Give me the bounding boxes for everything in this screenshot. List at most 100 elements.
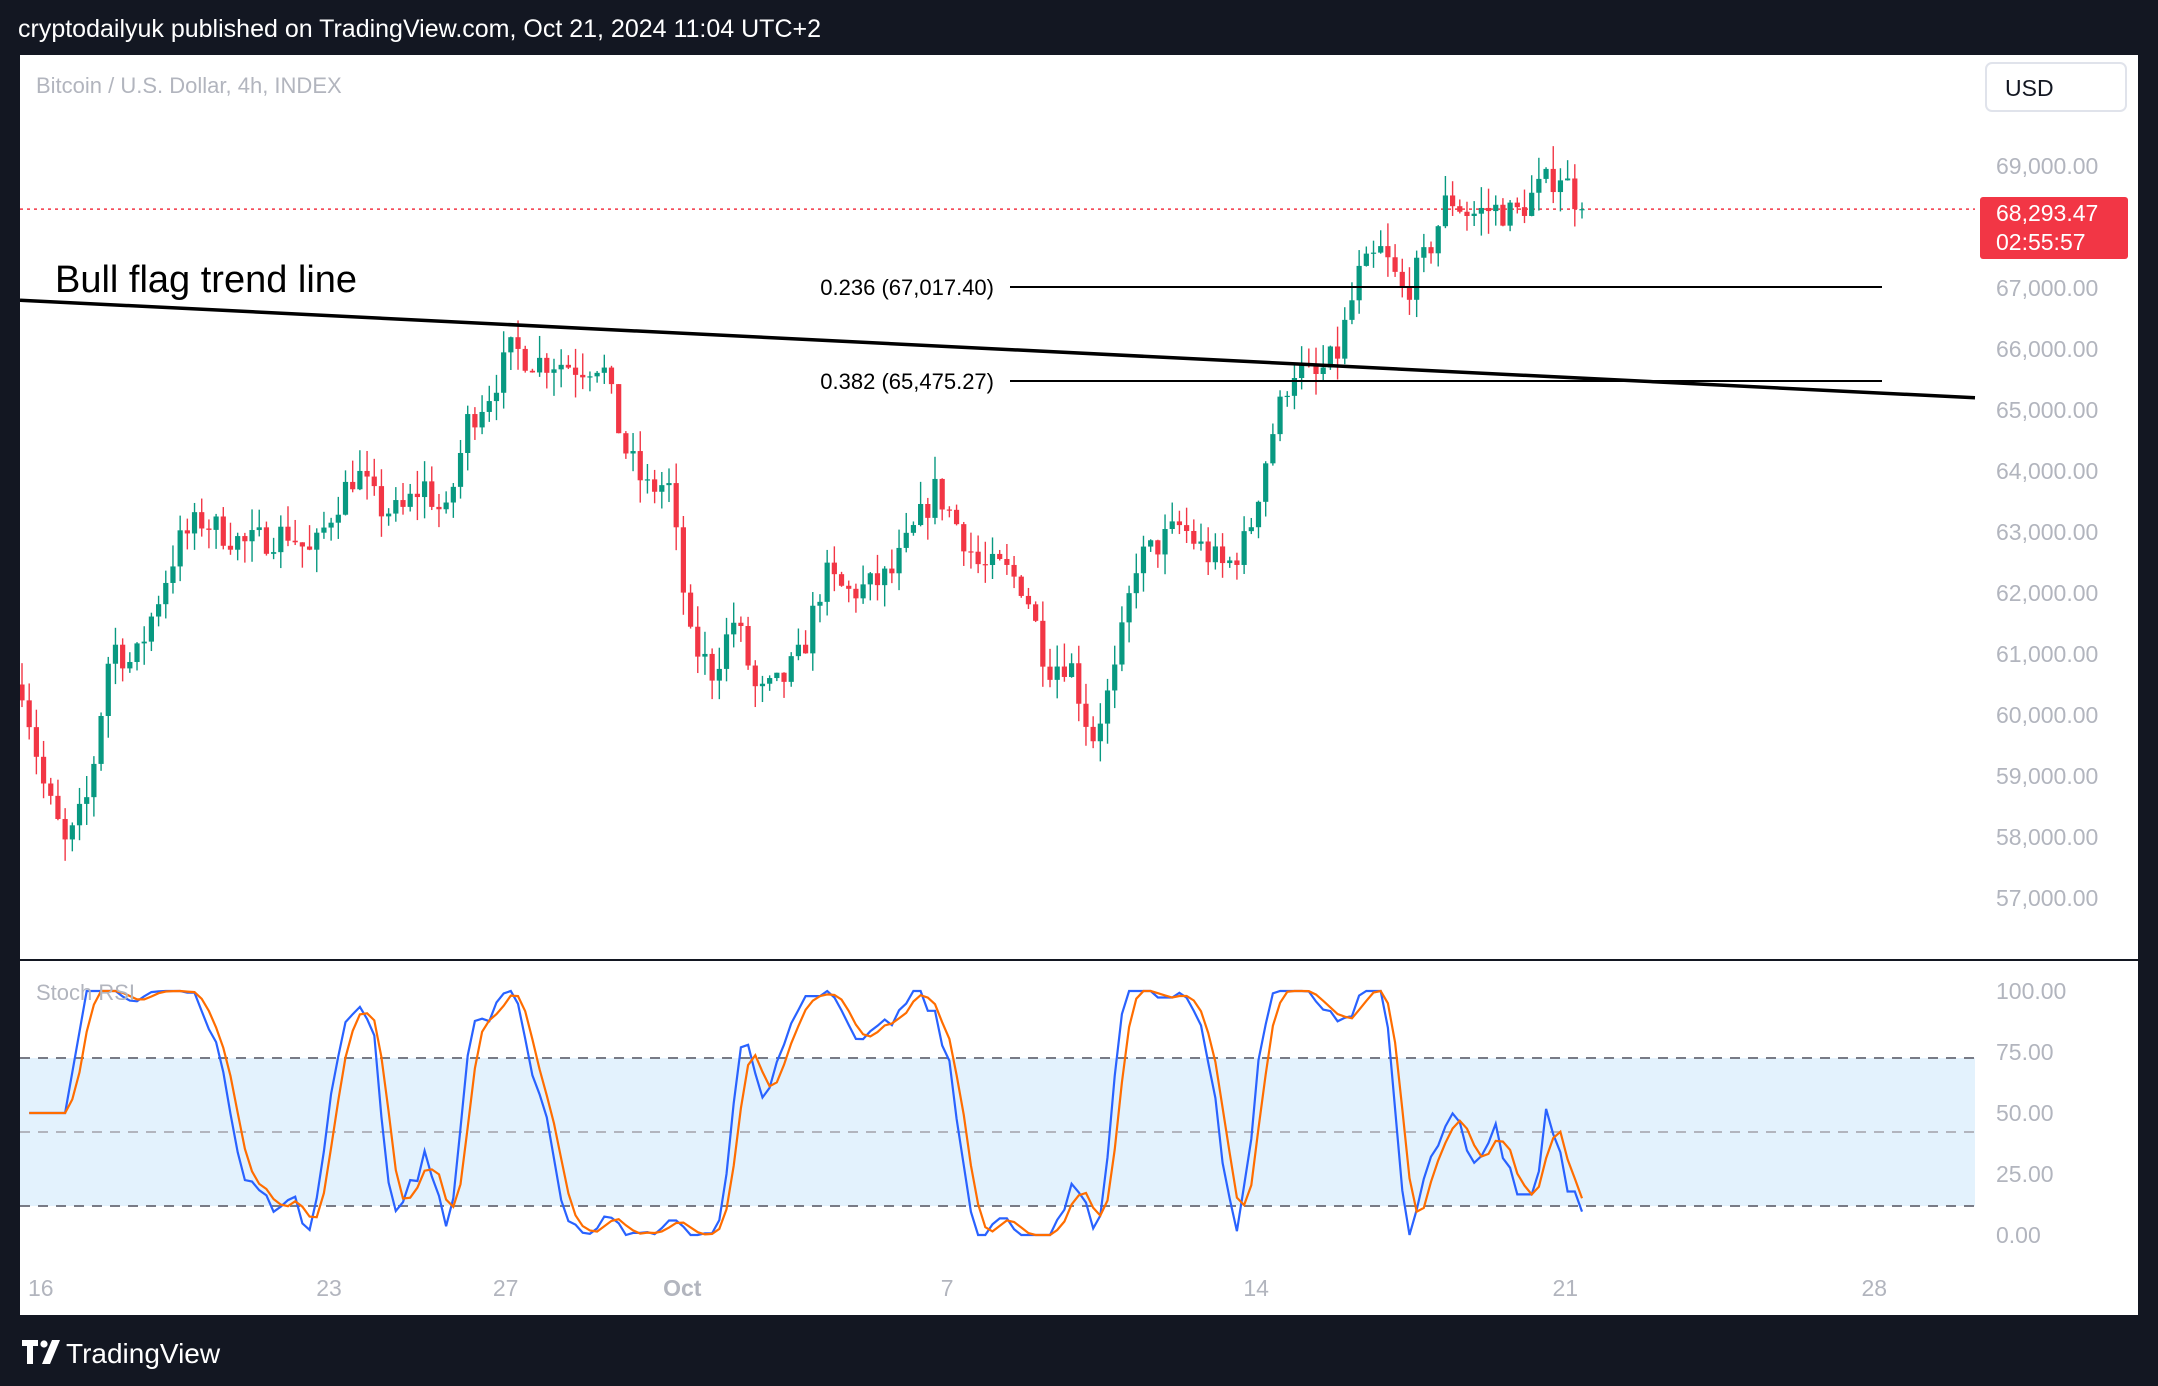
candle-body (910, 525, 917, 533)
candle-body (953, 509, 960, 525)
candle-body (206, 528, 212, 530)
candle-body (306, 546, 313, 550)
candle-body (1550, 168, 1556, 193)
candle-body (1033, 604, 1039, 621)
candle-body (84, 797, 90, 804)
stoch-rsi-label: Stoch RSI (36, 980, 135, 1005)
candle-body (1392, 257, 1398, 272)
candle-body (1284, 395, 1290, 398)
candle-body (580, 374, 586, 378)
candle-body (939, 478, 945, 510)
candle-body (666, 483, 672, 486)
chart-panel[interactable]: 69,000.0068,000.0067,000.0066,000.0065,0… (19, 55, 2138, 1315)
candle-body (55, 795, 61, 819)
stoch-axis: 100.00 75.00 50.00 25.00 0.00 (1996, 978, 2066, 1248)
tradingview-brand[interactable]: TradingView (66, 1338, 221, 1369)
candle-body (1449, 195, 1456, 207)
time-tick-label: 23 (316, 1275, 342, 1301)
candle-body (1248, 527, 1254, 532)
trend-line-annotation[interactable]: Bull flag trend line (55, 259, 357, 301)
candle-body (278, 526, 284, 553)
stoch-tick-label: 50.00 (1996, 1100, 2054, 1126)
candle-body (558, 364, 564, 370)
candle-body (1076, 663, 1082, 704)
candle-body (1428, 247, 1434, 254)
candle-body (860, 584, 866, 599)
price-tick-label: 59,000.00 (1996, 763, 2098, 789)
candle-body (1507, 202, 1513, 226)
last-price-value: 68,293.47 (1996, 200, 2098, 226)
candle-body (400, 500, 406, 507)
candle-body (551, 369, 557, 373)
candle-body (357, 470, 363, 490)
bar-countdown: 02:55:57 (1996, 229, 2086, 255)
bull-flag-trend-line[interactable] (19, 298, 1976, 400)
candle-body (537, 357, 543, 373)
candle-body (1097, 723, 1103, 742)
candle-body (1205, 541, 1211, 563)
candle-body (644, 479, 651, 481)
last-price-badge: 68,293.47 02:55:57 (1980, 197, 2128, 259)
footer: TradingView (0, 1318, 2158, 1386)
price-tick-label: 69,000.00 (1996, 153, 2098, 179)
candle-body (1435, 226, 1441, 254)
candle-body (946, 509, 952, 511)
time-tick-label: 7 (941, 1275, 954, 1301)
candle-body (1126, 593, 1132, 623)
candle-body (1313, 364, 1319, 374)
candle-body (40, 756, 47, 784)
candle-body (1176, 521, 1183, 526)
candle-body (925, 503, 931, 518)
candle-body (1485, 207, 1492, 212)
candle-body (1104, 690, 1111, 724)
candle-body (1500, 204, 1506, 226)
candle-body (1478, 207, 1484, 214)
candle-body (1219, 546, 1226, 564)
candle-body (91, 763, 97, 798)
candle-body (1521, 207, 1528, 216)
time-tick-label: 14 (1243, 1275, 1269, 1301)
candle-body (652, 479, 658, 492)
candle-body (601, 367, 607, 373)
candle-body (594, 372, 600, 377)
candle-body (1464, 211, 1470, 216)
currency-label: USD (2005, 75, 2054, 101)
candle-body (630, 451, 636, 454)
currency-button[interactable]: USD (1985, 62, 2127, 112)
stoch-tick-label: 100.00 (1996, 978, 2066, 1004)
candle-body (975, 551, 981, 565)
candle-body (608, 367, 615, 385)
candle-body (795, 644, 802, 657)
candle-body (838, 574, 845, 586)
candle-body (350, 481, 356, 490)
price-tick-label: 64,000.00 (1996, 458, 2098, 484)
time-tick-label: 16 (28, 1275, 54, 1301)
candle-body (1018, 576, 1024, 596)
candle-body (472, 414, 478, 428)
candle-body (443, 502, 449, 510)
candle-body (767, 678, 773, 684)
candle-body (1557, 180, 1564, 193)
chart-svg[interactable]: 69,000.0068,000.0067,000.0066,000.0065,0… (19, 55, 2138, 1315)
fib-levels[interactable]: 0.236 (67,017.40) 0.382 (65,475.27) (820, 275, 1882, 394)
candle-body (529, 370, 536, 373)
candle-body (465, 414, 471, 453)
tradingview-logo-icon[interactable] (22, 1340, 62, 1364)
candle-body (429, 481, 435, 507)
price-tick-label: 62,000.00 (1996, 580, 2098, 606)
candlestick-series (19, 146, 1585, 861)
candle-body (1414, 257, 1420, 300)
candle-body (572, 367, 579, 375)
candle-body (199, 512, 205, 529)
candle-body (227, 545, 234, 550)
time-tick-label: 27 (493, 1275, 519, 1301)
candle-body (19, 684, 25, 701)
candle-body (155, 604, 162, 617)
candle-body (271, 552, 277, 554)
candle-body (896, 547, 902, 574)
time-tick-label: Oct (663, 1275, 702, 1301)
candle-body (450, 486, 456, 503)
candle-body (436, 506, 442, 510)
candle-body (1083, 703, 1089, 727)
candle-body (1155, 540, 1161, 555)
